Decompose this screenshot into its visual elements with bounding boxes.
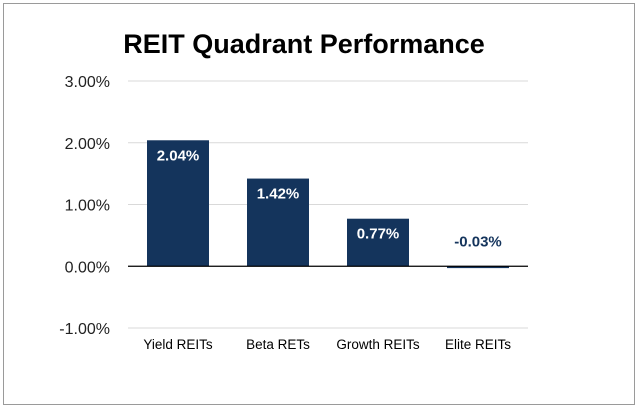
x-category-label: Beta RETs [246, 337, 310, 352]
bar [347, 218, 409, 267]
bar [247, 178, 309, 267]
x-category-label: Yield REITs [143, 337, 213, 352]
y-axis-tick-labels: 3.00% 2.00% 1.00% 0.00% -1.00% [59, 74, 110, 338]
y-tick-label: 2.00% [65, 136, 110, 153]
bar [147, 140, 209, 267]
x-category-label: Elite REITs [445, 337, 511, 352]
x-axis-category-labels: Yield REITs Beta RETs Growth REITs Elite RE… [143, 337, 511, 352]
bars [147, 140, 509, 269]
data-label: -0.03% [454, 233, 502, 250]
data-labels: 2.04% 1.42% 0.77% -0.03% [157, 147, 502, 250]
y-tick-label: 1.00% [65, 198, 110, 215]
y-tick-label: -1.00% [59, 321, 110, 338]
data-label: 1.42% [257, 186, 300, 203]
data-label: 0.77% [357, 226, 400, 243]
chart-title: REIT Quadrant Performance [123, 29, 485, 59]
x-category-label: Growth REITs [336, 337, 420, 352]
y-tick-label: 0.00% [65, 259, 110, 276]
bar [447, 266, 509, 269]
data-label: 2.04% [157, 147, 200, 164]
y-tick-label: 3.00% [65, 74, 110, 91]
